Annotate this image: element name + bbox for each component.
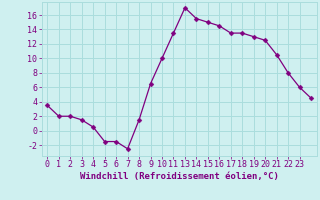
X-axis label: Windchill (Refroidissement éolien,°C): Windchill (Refroidissement éolien,°C) xyxy=(80,172,279,181)
